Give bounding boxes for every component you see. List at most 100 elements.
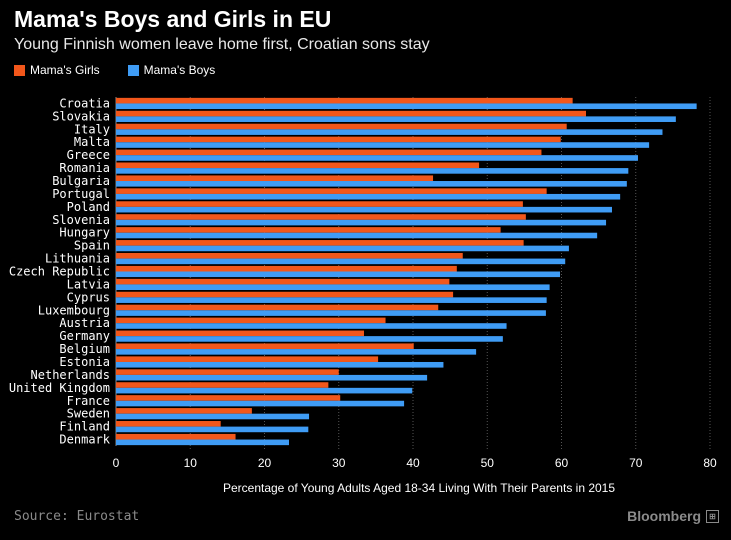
bar-boys-hungary: [116, 232, 598, 239]
legend-item-girls: Mama's Girls: [14, 63, 100, 77]
legend-swatch-boys: [127, 64, 139, 76]
x-tick-label-50: 50: [481, 456, 495, 470]
bar-girls-portugal: [116, 188, 547, 194]
bar-girls-united-kingdom: [116, 382, 329, 388]
category-label-slovenia: Slovenia: [52, 213, 110, 227]
bar-boys-germany: [116, 336, 503, 342]
bar-boys-romania: [116, 168, 629, 174]
bar-girls-spain: [116, 240, 524, 246]
bar-boys-portugal: [116, 193, 621, 200]
category-label-netherlands: Netherlands: [31, 368, 110, 382]
x-tick-label-40: 40: [406, 456, 420, 470]
bar-boys-slovenia: [116, 219, 607, 226]
category-label-greece: Greece: [67, 148, 110, 162]
category-label-malta: Malta: [74, 135, 110, 149]
category-label-estonia: Estonia: [59, 355, 110, 369]
brand-icon: ⊞: [706, 509, 719, 523]
category-label-spain: Spain: [74, 239, 110, 253]
bar-boys-sweden: [116, 413, 310, 420]
chart-title: Mama's Boys and Girls in EU: [14, 6, 332, 32]
bar-girls-netherlands: [116, 369, 339, 375]
bar-girls-malta: [116, 136, 561, 143]
bar-girls-bulgaria: [116, 175, 434, 182]
bar-boys-estonia: [116, 361, 444, 368]
category-label-austria: Austria: [59, 316, 110, 330]
bar-boys-belgium: [116, 349, 477, 355]
bar-girls-romania: [116, 162, 480, 169]
category-label-czech-republic: Czech Republic: [9, 265, 110, 279]
bar-boys-poland: [116, 206, 612, 213]
bar-girls-croatia: [116, 97, 573, 104]
category-label-slovakia: Slovakia: [52, 109, 110, 123]
category-label-hungary: Hungary: [59, 226, 110, 240]
bar-boys-austria: [116, 323, 507, 329]
category-label-finland: Finland: [59, 420, 110, 434]
bar-girls-slovakia: [116, 110, 587, 117]
legend-swatch-girls: [14, 64, 25, 76]
bar-girls-cyprus: [116, 291, 454, 298]
bar-boys-luxembourg: [116, 310, 546, 316]
bar-girls-latvia: [116, 278, 450, 285]
bar-girls-poland: [116, 201, 523, 207]
category-label-bulgaria: Bulgaria: [52, 174, 110, 188]
legend-label-girls: Mama's Girls: [30, 63, 100, 77]
bar-girls-denmark: [116, 433, 236, 440]
category-label-portugal: Portugal: [52, 187, 110, 201]
bar-boys-czech-republic: [116, 271, 561, 278]
bar-girls-estonia: [116, 356, 379, 362]
bar-girls-italy: [116, 123, 567, 130]
bar-girls-austria: [116, 317, 386, 324]
bar-boys-malta: [116, 142, 650, 148]
bar-girls-hungary: [116, 227, 501, 233]
bar-boys-united-kingdom: [116, 387, 413, 394]
bar-girls-sweden: [116, 408, 252, 414]
x-tick-label-20: 20: [258, 456, 272, 470]
bar-boys-greece: [116, 155, 638, 161]
category-label-sweden: Sweden: [67, 407, 110, 421]
bar-girls-greece: [116, 149, 542, 156]
x-tick-label-10: 10: [184, 456, 198, 470]
bar-boys-croatia: [116, 103, 697, 110]
category-label-lithuania: Lithuania: [45, 252, 110, 266]
bar-boys-netherlands: [116, 374, 428, 381]
bar-girls-czech-republic: [116, 265, 457, 272]
bar-girls-slovenia: [116, 214, 526, 220]
category-label-poland: Poland: [67, 200, 110, 214]
brand-logo: Bloomberg ⊞: [627, 508, 719, 524]
chart-subtitle: Young Finnish women leave home first, Cr…: [14, 36, 430, 53]
bar-boys-cyprus: [116, 297, 547, 303]
bar-girls-luxembourg: [116, 304, 439, 311]
category-label-germany: Germany: [59, 329, 110, 343]
bar-boys-bulgaria: [116, 181, 627, 187]
legend-item-boys: Mama's Boys: [127, 63, 216, 77]
bar-boys-lithuania: [116, 258, 566, 265]
x-tick-label-80: 80: [703, 456, 717, 470]
category-label-luxembourg: Luxembourg: [38, 303, 110, 317]
category-label-italy: Italy: [74, 122, 110, 136]
source-note: Source: Eurostat: [14, 509, 140, 524]
x-tick-label-0: 0: [113, 456, 120, 470]
legend-label-boys: Mama's Boys: [143, 63, 216, 77]
bar-boys-denmark: [116, 439, 290, 446]
category-label-united-kingdom: United Kingdom: [9, 381, 110, 395]
bar-girls-germany: [116, 330, 364, 337]
bar-boys-slovakia: [116, 116, 676, 122]
category-label-cyprus: Cyprus: [67, 290, 110, 304]
bar-boys-finland: [116, 426, 309, 433]
bar-girls-belgium: [116, 343, 414, 350]
x-tick-label-60: 60: [555, 456, 569, 470]
category-label-croatia: Croatia: [59, 96, 110, 110]
x-axis-label: Percentage of Young Adults Aged 18-34 Li…: [223, 481, 615, 495]
bar-boys-latvia: [116, 284, 550, 291]
category-label-latvia: Latvia: [67, 277, 110, 291]
bar-boys-france: [116, 400, 405, 407]
category-label-denmark: Denmark: [59, 433, 110, 447]
category-label-belgium: Belgium: [59, 342, 110, 356]
bar-girls-lithuania: [116, 252, 463, 259]
x-tick-label-30: 30: [332, 456, 346, 470]
legend: Mama's Girls Mama's Boys: [14, 63, 215, 77]
category-label-france: France: [67, 394, 110, 408]
bar-girls-france: [116, 395, 341, 401]
brand-name: Bloomberg: [627, 508, 701, 524]
